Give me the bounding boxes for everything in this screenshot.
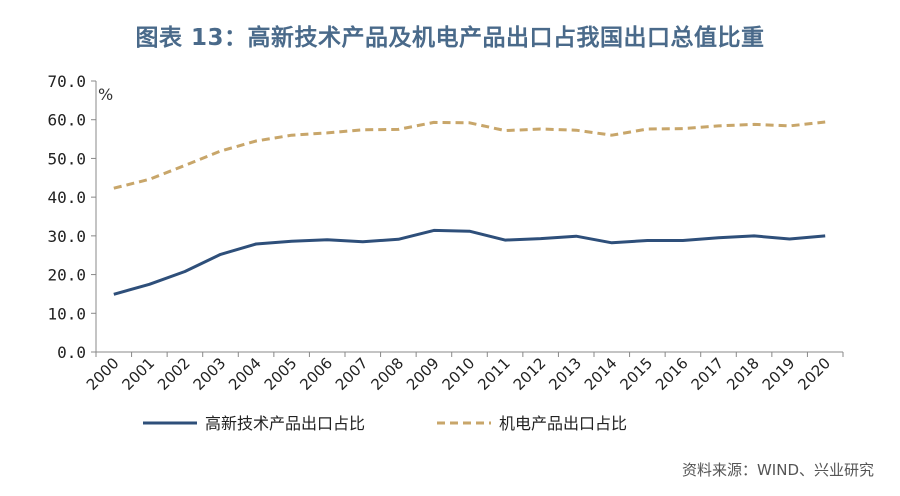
x-tick-label: 2006 xyxy=(296,354,336,394)
y-unit-label: % xyxy=(98,85,113,104)
x-tick-label: 2004 xyxy=(225,354,265,394)
x-tick-label: 2009 xyxy=(403,354,443,394)
series-line-electromech xyxy=(113,120,826,190)
y-tick-label: 0.0 xyxy=(57,343,86,362)
legend: 高新技术产品出口占比 机电产品出口占比 xyxy=(143,414,627,433)
x-tick-label: 2011 xyxy=(474,354,514,394)
x-tick-label: 2008 xyxy=(367,354,407,394)
series-line-hightech xyxy=(113,228,826,296)
legend-label: 高新技术产品出口占比 xyxy=(205,414,365,433)
x-tick-label: 2007 xyxy=(332,354,372,394)
x-tick-label: 2017 xyxy=(688,354,728,394)
x-tick-label: 2001 xyxy=(118,354,158,394)
y-tick-label: 50.0 xyxy=(47,149,86,168)
x-tick-label: 2010 xyxy=(439,354,479,394)
x-tick-label: 2013 xyxy=(545,354,585,394)
x-tick-label: 2005 xyxy=(261,354,301,394)
chart-title: 图表 13：高新技术产品及机电产品出口占我国出口总值比重 xyxy=(135,25,765,51)
x-tick-label: 2014 xyxy=(581,354,621,394)
x-tick-label: 2015 xyxy=(616,354,656,394)
legend-label: 机电产品出口占比 xyxy=(499,414,627,433)
x-tick-label: 2012 xyxy=(510,354,550,394)
x-tick-label: 2019 xyxy=(759,354,799,394)
y-tick-label: 70.0 xyxy=(47,72,86,91)
axes: 0.0 10.0 20.0 30.0 40.0 50.0 60.0 70.0% 20002001… xyxy=(47,72,844,394)
x-tick-label: 2003 xyxy=(190,354,230,394)
x-tick-label: 2002 xyxy=(154,354,194,394)
series-lines xyxy=(113,120,826,296)
source-note: 资料来源：WIND、兴业研究 xyxy=(681,461,874,479)
y-tick-label: 10.0 xyxy=(47,304,86,323)
x-tick-label: 2016 xyxy=(652,354,692,394)
x-tick-label: 2000 xyxy=(83,354,123,394)
y-tick-label: 20.0 xyxy=(47,266,86,285)
x-tick-label: 2020 xyxy=(794,354,834,394)
x-tick-label: 2018 xyxy=(723,354,763,394)
y-tick-label: 40.0 xyxy=(47,188,86,207)
y-tick-label: 30.0 xyxy=(47,227,86,246)
y-tick-label: 60.0 xyxy=(47,111,86,130)
